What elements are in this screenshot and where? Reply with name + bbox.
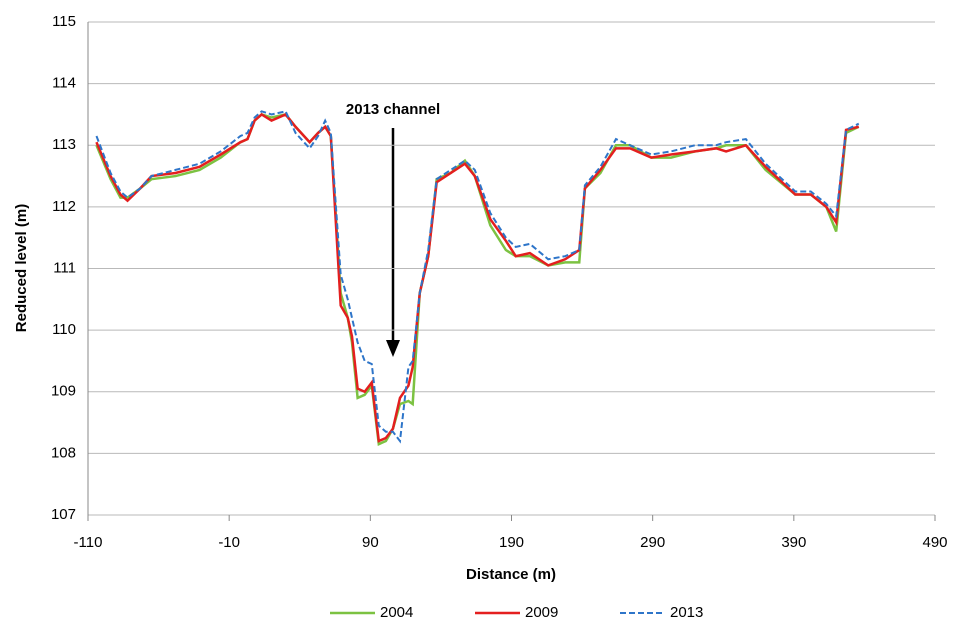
series-line <box>95 113 860 446</box>
x-tick-label: -110 <box>74 534 103 551</box>
y-tick-label: 107 <box>51 506 76 523</box>
y-tick-label: 109 <box>51 383 76 400</box>
y-tick-label: 115 <box>52 13 76 30</box>
y-tick-label: 110 <box>52 321 76 338</box>
x-tick-label: 290 <box>640 534 665 551</box>
x-tick-label: -10 <box>218 534 240 551</box>
annotation: 2013 channel <box>346 101 440 118</box>
legend-label: 2009 <box>525 604 558 621</box>
y-tick-label: 108 <box>51 444 76 461</box>
y-tick-label: 112 <box>52 198 76 215</box>
annotation-arrowhead <box>386 340 400 357</box>
series-line <box>95 110 860 444</box>
y-tick-label: 114 <box>52 75 76 92</box>
legend-label: 2013 <box>670 604 703 621</box>
series-line <box>95 112 860 443</box>
x-tick-label: 190 <box>499 534 524 551</box>
y-tick-label: 113 <box>52 136 76 153</box>
x-tick-label: 490 <box>922 534 947 551</box>
x-axis-title: Distance (m) <box>466 566 556 583</box>
legend-label: 2004 <box>380 604 413 621</box>
x-tick-label: 90 <box>362 534 379 551</box>
y-axis-title: Reduced level (m) <box>13 204 30 332</box>
y-tick-label: 111 <box>53 259 76 276</box>
x-tick-label: 390 <box>781 534 806 551</box>
